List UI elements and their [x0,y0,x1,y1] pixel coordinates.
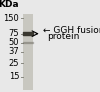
Text: 75: 75 [8,29,19,38]
Text: 25: 25 [9,59,19,68]
Text: 15: 15 [9,72,19,81]
Text: 37: 37 [8,47,19,56]
Text: 50: 50 [9,38,19,47]
Text: KDa: KDa [0,0,19,9]
FancyBboxPatch shape [23,14,34,90]
Text: 150: 150 [3,14,19,23]
Text: ← GGH fusion: ← GGH fusion [43,26,100,35]
Text: protein: protein [47,32,79,41]
